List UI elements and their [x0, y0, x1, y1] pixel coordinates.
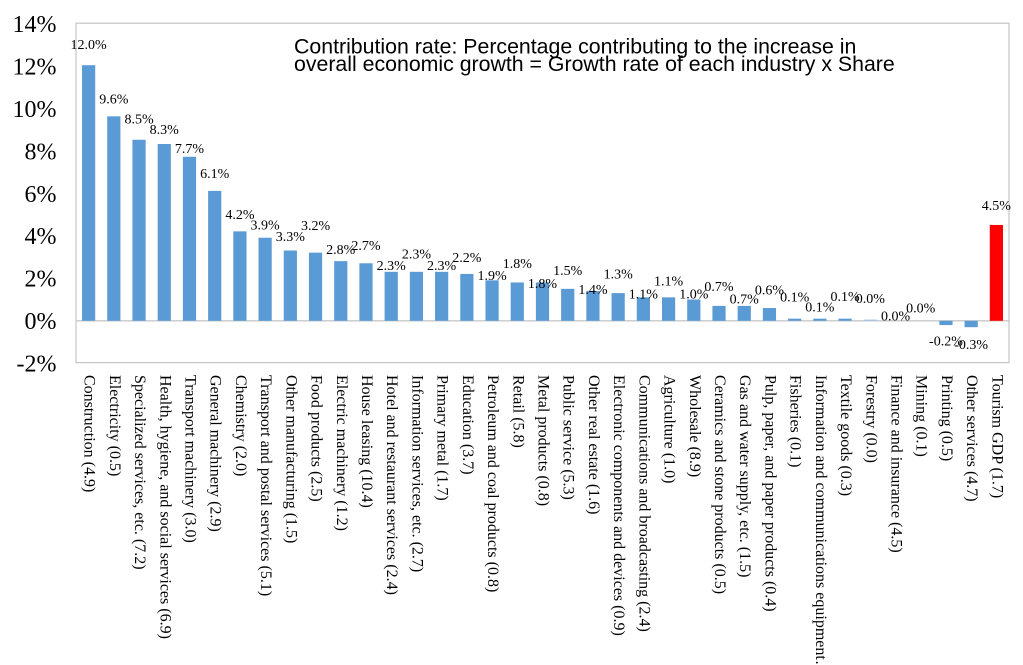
svg-text:0%: 0% [25, 309, 57, 335]
svg-text:Retail (5.8): Retail (5.8) [509, 375, 526, 448]
svg-text:Ceramics and stone products (0: Ceramics and stone products (0.5) [711, 375, 728, 594]
svg-text:0.1%: 0.1% [805, 300, 835, 315]
svg-text:3.3%: 3.3% [276, 230, 306, 245]
svg-text:3.2%: 3.2% [301, 219, 331, 234]
svg-text:House leasing (10.4): House leasing (10.4) [358, 375, 375, 508]
svg-text:0.6%: 0.6% [755, 284, 785, 299]
svg-text:Hotel and restaurant services: Hotel and restaurant services (2.4) [383, 375, 400, 595]
svg-text:2.7%: 2.7% [351, 239, 381, 254]
svg-text:Primary metal (1.7): Primary metal (1.7) [434, 375, 451, 501]
svg-text:Metal products (0.8): Metal products (0.8) [535, 375, 552, 506]
svg-text:10%: 10% [13, 97, 57, 123]
svg-text:Electric machinery (1.2): Electric machinery (1.2) [333, 375, 350, 531]
svg-text:Other real estate (1.6): Other real estate (1.6) [585, 375, 602, 514]
svg-text:Pulp, paper, and paper product: Pulp, paper, and paper products (0.4) [761, 375, 778, 612]
svg-text:0.1%: 0.1% [780, 291, 810, 306]
svg-text:8.3%: 8.3% [150, 123, 180, 138]
svg-text:Communications and broadcastin: Communications and broadcasting (2.4) [635, 375, 652, 632]
svg-text:Petroleum and coal products (0: Petroleum and coal products (0.8) [484, 375, 501, 592]
svg-text:3.9%: 3.9% [251, 218, 281, 233]
svg-text:4.5%: 4.5% [982, 199, 1012, 214]
svg-text:1.1%: 1.1% [654, 274, 684, 289]
svg-text:0.0%: 0.0% [856, 292, 886, 307]
svg-text:Contribution rate: Percentage: Contribution rate: Percentage contributi… [294, 35, 856, 59]
svg-text:7.7%: 7.7% [175, 142, 205, 157]
svg-text:1.0%: 1.0% [679, 287, 709, 302]
svg-text:Transport and postal services: Transport and postal services (5.1) [257, 375, 274, 596]
svg-text:Other services (4.7): Other services (4.7) [963, 375, 980, 502]
svg-text:14%: 14% [13, 12, 57, 38]
svg-text:Food products (2.5): Food products (2.5) [308, 375, 325, 502]
svg-text:4%: 4% [25, 224, 57, 250]
svg-text:1.9%: 1.9% [477, 269, 507, 284]
svg-text:4.2%: 4.2% [225, 208, 255, 223]
svg-text:Forestry (0.0): Forestry (0.0) [862, 375, 879, 463]
svg-text:2.8%: 2.8% [326, 243, 356, 258]
svg-text:Specialized services, etc. (7.: Specialized services, etc. (7.2) [131, 375, 148, 570]
svg-text:0.1%: 0.1% [831, 290, 861, 305]
svg-text:-2%: -2% [17, 352, 57, 378]
svg-text:1.1%: 1.1% [629, 287, 659, 302]
svg-text:2.3%: 2.3% [377, 259, 407, 274]
svg-text:Agriculture (1.0): Agriculture (1.0) [661, 375, 678, 483]
svg-text:1.8%: 1.8% [528, 277, 558, 292]
svg-text:Education (3.7): Education (3.7) [459, 375, 476, 475]
svg-text:Printing (0.5): Printing (0.5) [938, 375, 955, 461]
svg-text:General machinery (2.9): General machinery (2.9) [207, 375, 224, 532]
svg-text:overall economic growth = Grow: overall economic growth = Growth rate of… [294, 52, 895, 76]
svg-text:Finance and insurance (4.5): Finance and insurance (4.5) [888, 375, 905, 553]
svg-text:8%: 8% [25, 139, 57, 165]
svg-text:Chemistry (2.0): Chemistry (2.0) [232, 375, 249, 476]
svg-text:1.3%: 1.3% [604, 267, 634, 282]
svg-text:Electricity (0.5): Electricity (0.5) [106, 375, 123, 476]
svg-text:12.0%: 12.0% [71, 38, 108, 53]
svg-text:0.7%: 0.7% [730, 293, 760, 308]
svg-text:9.6%: 9.6% [99, 92, 129, 107]
svg-text:1.5%: 1.5% [553, 264, 583, 279]
svg-text:Mining (0.1): Mining (0.1) [913, 375, 930, 457]
svg-text:2.3%: 2.3% [402, 248, 432, 263]
svg-text:Transport machinery (3.0): Transport machinery (3.0) [181, 375, 198, 543]
svg-text:12%: 12% [13, 55, 57, 81]
svg-text:Tourism GDP (1.7): Tourism GDP (1.7) [988, 375, 1005, 498]
svg-text:Construction (4.9): Construction (4.9) [81, 375, 98, 492]
svg-text:-0.3%: -0.3% [954, 338, 988, 353]
svg-text:1.4%: 1.4% [578, 283, 608, 298]
svg-text:Gas and water supply, etc. (1.: Gas and water supply, etc. (1.5) [736, 375, 753, 577]
svg-text:2%: 2% [25, 267, 57, 293]
svg-text:1.8%: 1.8% [503, 257, 533, 272]
svg-text:2.2%: 2.2% [452, 251, 482, 266]
svg-text:2.3%: 2.3% [427, 259, 457, 274]
svg-text:Electronic components and devi: Electronic components and devices (0.9) [610, 375, 627, 636]
svg-text:Information and communications: Information and communications equipment… [812, 375, 829, 665]
svg-text:8.5%: 8.5% [124, 113, 154, 128]
svg-text:Health, hygiene, and social se: Health, hygiene, and social services (6.… [156, 375, 173, 639]
svg-text:Textile goods (0.3): Textile goods (0.3) [837, 375, 854, 496]
svg-text:6%: 6% [25, 182, 57, 208]
svg-text:Other manufacturing (1.5): Other manufacturing (1.5) [282, 375, 299, 543]
svg-text:Wholesale (8.9): Wholesale (8.9) [686, 375, 703, 477]
svg-text:Public service (5.3): Public service (5.3) [560, 375, 577, 500]
svg-text:6.1%: 6.1% [200, 167, 230, 182]
svg-text:0.0%: 0.0% [906, 302, 936, 317]
svg-text:Information services, etc. (2.: Information services, etc. (2.7) [408, 375, 425, 572]
svg-text:0.0%: 0.0% [881, 310, 911, 325]
svg-text:0.7%: 0.7% [704, 280, 734, 295]
svg-text:Fisheries (0.1): Fisheries (0.1) [787, 375, 804, 467]
svg-text:-0.2%: -0.2% [929, 334, 963, 349]
